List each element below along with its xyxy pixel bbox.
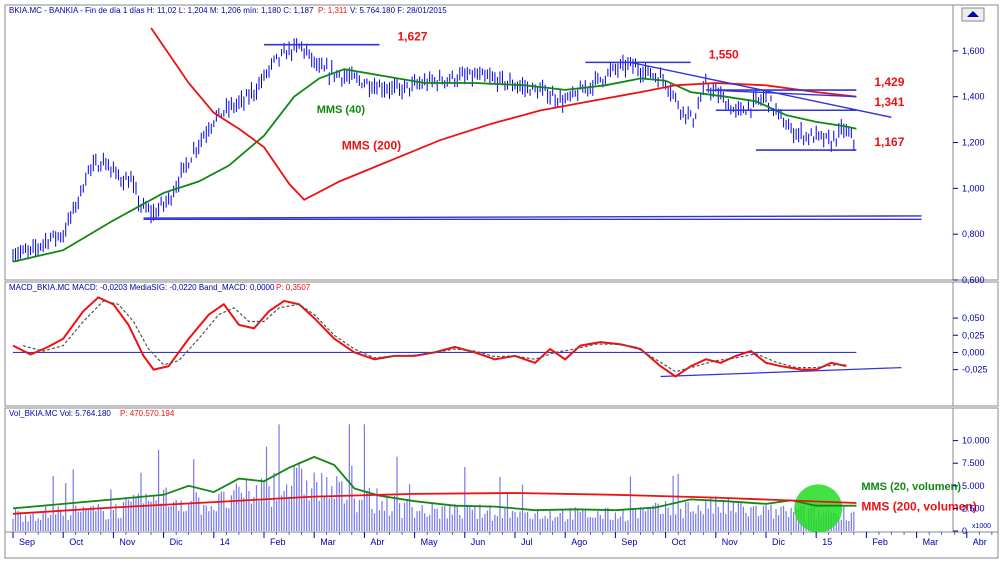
xtick-label: Abr	[973, 537, 987, 547]
scroll-up-icon[interactable]	[961, 7, 985, 22]
price-ytick-label: 1,200	[962, 138, 985, 148]
xtick-label: Sep	[19, 537, 35, 547]
macd-ytick-label: 0,000	[962, 347, 985, 357]
xtick-label: Feb	[872, 537, 888, 547]
price-trend-line-0	[143, 215, 922, 219]
vol-header: Vol_BKIA.MC Vol: 5.764.180	[9, 409, 111, 418]
xtick-label: Jul	[521, 537, 533, 547]
xtick-label: Dic	[170, 537, 183, 547]
price-ytick-label: 1,000	[962, 183, 985, 193]
xtick-label: Feb	[270, 537, 286, 547]
volume-plot: MMS (20, volumen) MMS (200, volumen)	[12, 424, 977, 533]
volume-highlight	[794, 484, 843, 533]
macd-ytick-label: 0,050	[962, 313, 985, 323]
xtick-label: Nov	[119, 537, 136, 547]
vol-header-p: P: 470.570.194	[120, 409, 175, 418]
xtick-label: 14	[220, 537, 230, 547]
volume-ma-line-1	[12, 492, 857, 515]
vol-ytick-label: 7.500	[962, 458, 985, 468]
price-level-label-4: 1,167	[874, 135, 904, 149]
xtick-label: Abr	[370, 537, 384, 547]
price-header: BKIA.MC - BANKIA - Fin de día 1 días H: …	[9, 6, 314, 15]
price-annotation-0: MMS (40)	[317, 104, 366, 116]
xtick-label: Oct	[672, 537, 687, 547]
price-level-label-3: 1,341	[874, 95, 904, 109]
price-candles	[12, 38, 855, 262]
xtick-label: Jun	[471, 537, 486, 547]
time-axis	[4, 531, 999, 559]
price-panel[interactable]	[4, 4, 954, 281]
price-level-label-2: 1,429	[874, 75, 904, 89]
macd-ytick-label: -0,025	[962, 365, 988, 375]
macd-trend-line-0	[660, 367, 902, 378]
vol-corner-label: x1000	[972, 523, 991, 530]
price-ytick-label: 0,600	[962, 275, 985, 285]
axis-labels: 0,600 0,800 1,000 1,200 1,400 1,600 0,050 0,025…	[12, 46, 993, 547]
price-ma-line-1	[150, 27, 857, 201]
price-plot: 1,627 1,550 1,429 1,341 1,167 MMS (40) MMS (20…	[12, 27, 922, 263]
macd-ytick-label: 0,025	[962, 330, 985, 340]
price-ytick-label: 1,400	[962, 92, 985, 102]
price-trend-line-3	[705, 89, 857, 98]
xtick-label: Ago	[571, 537, 587, 547]
volume-annotation-0: MMS (20, volumen)	[861, 481, 961, 493]
vol-ytick-label: 5.000	[962, 481, 985, 491]
macd-plot	[12, 296, 902, 378]
macd-axis	[952, 281, 999, 407]
price-level-label-1: 1,550	[709, 47, 739, 61]
xtick-label: Nov	[722, 537, 739, 547]
vol-ytick-label: 10.000	[962, 436, 990, 446]
macd-header-p: P: 0,3507	[276, 283, 311, 292]
vol-ytick-label: 0	[962, 526, 967, 536]
macd-series-1	[22, 300, 847, 373]
volume-axis	[952, 407, 999, 533]
xtick-label: May	[421, 537, 439, 547]
price-ytick-label: 1,600	[962, 46, 985, 56]
price-axis	[952, 4, 999, 281]
price-ma-line-0	[12, 68, 857, 263]
xtick-label: 15	[822, 537, 832, 547]
price-header-v: V: 5.764.180 F: 28/01/2015	[350, 6, 447, 15]
price-annotation-1: MMS (200)	[342, 138, 401, 152]
volume-annotation-1: MMS (200, volumen)	[861, 500, 976, 514]
xtick-label: Sep	[621, 537, 637, 547]
price-level-label-0: 1,627	[397, 30, 427, 44]
xtick-label: Mar	[923, 537, 939, 547]
macd-header: MACD_BKIA.MC MACD: -0,0203 MediaSIG: -0,…	[9, 283, 275, 292]
xtick-label: Dic	[772, 537, 785, 547]
price-ytick-label: 0,800	[962, 229, 985, 239]
price-header-p: P: 1,311	[318, 6, 348, 15]
xtick-label: Oct	[69, 537, 84, 547]
macd-panel[interactable]	[4, 281, 954, 407]
xtick-label: Mar	[320, 537, 336, 547]
vol-ytick-label: 2.500	[962, 503, 985, 513]
volume-ma-line-0	[12, 455, 857, 512]
